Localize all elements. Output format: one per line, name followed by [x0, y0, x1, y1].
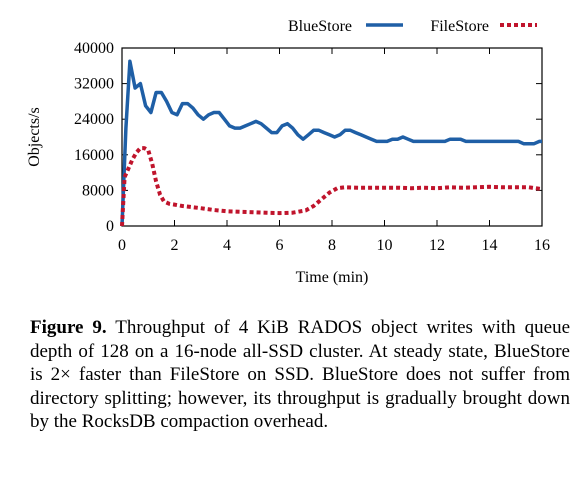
x-tick-label: 2 [171, 237, 179, 254]
y-tick-label: 16000 [74, 147, 114, 164]
y-tick-label: 32000 [74, 76, 114, 93]
x-tick-label: 6 [276, 237, 284, 254]
legend: BlueStore FileStore [288, 18, 537, 35]
throughput-chart: BlueStore FileStore 0 8000 16000 24000 32000… [26, 18, 550, 286]
caption-text: Throughput of 4 KiB RADOS object writes … [30, 317, 570, 432]
x-tick-label: 8 [328, 237, 336, 254]
series-line-filestore [120, 146, 543, 227]
caption-label: Figure 9. [30, 317, 107, 338]
y-axis-ticks: 0 8000 16000 24000 32000 40000 [74, 40, 542, 235]
x-tick-label: 16 [534, 237, 550, 254]
figure-caption: Figure 9. Throughput of 4 KiB RADOS obje… [30, 316, 570, 434]
x-tick-label: 10 [377, 237, 393, 254]
legend-label-filestore: FileStore [430, 18, 489, 35]
x-tick-label: 4 [223, 237, 231, 254]
x-tick-label: 12 [429, 237, 445, 254]
x-axis-label: Time (min) [296, 269, 369, 286]
series-group [120, 59, 543, 227]
legend-label-bluestore: BlueStore [288, 18, 352, 35]
x-tick-label: 14 [482, 237, 498, 254]
y-tick-label: 0 [106, 218, 114, 235]
y-tick-label: 8000 [82, 182, 114, 199]
y-tick-label: 24000 [74, 111, 114, 128]
y-tick-label: 40000 [74, 40, 114, 57]
series-line-bluestore [120, 59, 542, 227]
y-axis-label: Objects/s [26, 107, 43, 167]
x-tick-label: 0 [118, 237, 126, 254]
x-axis-ticks: 0 2 4 6 8 10 12 14 16 [118, 48, 550, 254]
